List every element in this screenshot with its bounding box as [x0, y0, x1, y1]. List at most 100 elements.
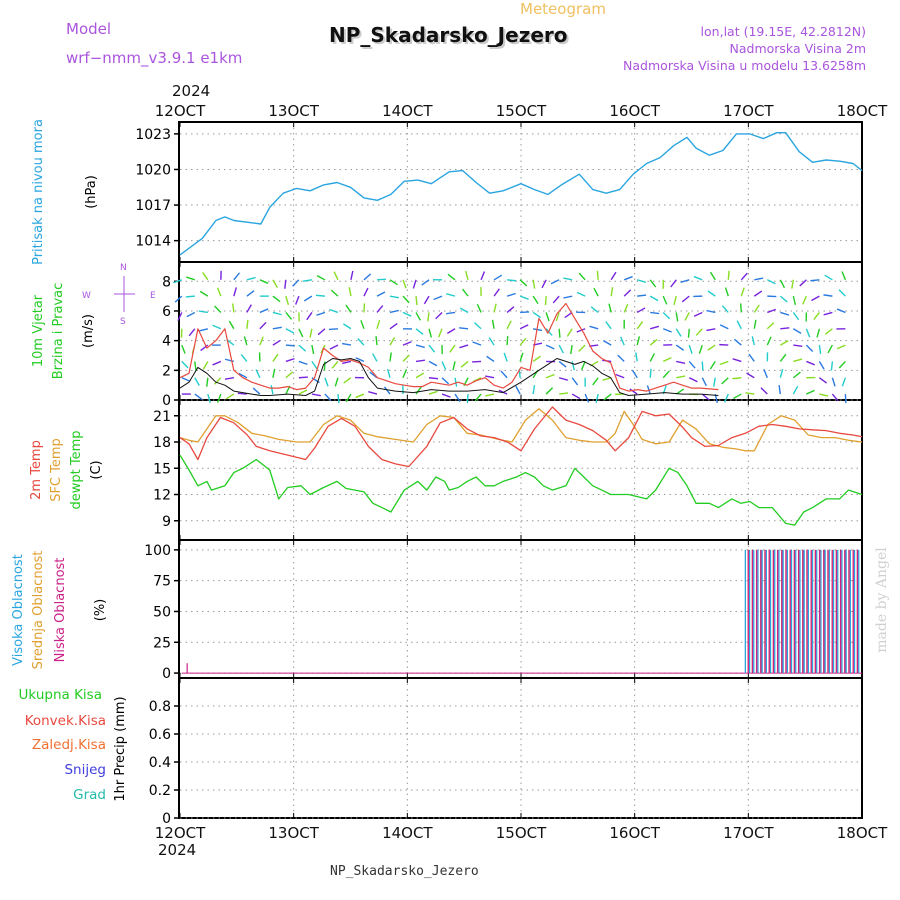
- wind-arrow: [433, 295, 443, 301]
- wind-arrow: [415, 312, 421, 321]
- wind-arrow: [721, 305, 729, 313]
- wind-arrow: [246, 319, 249, 329]
- wind-arrow: [806, 389, 815, 395]
- wind-arrow: [355, 357, 365, 363]
- wind-arrow: [636, 307, 646, 314]
- y-tick-label: 12: [153, 488, 171, 504]
- wind-arrow: [441, 361, 447, 370]
- wind-arrow: [836, 344, 846, 350]
- wind-arrow: [602, 377, 612, 381]
- dewpt-ylabel: dewpt Temp: [69, 430, 84, 509]
- wind-arrow: [617, 354, 625, 362]
- wind-arrow: [345, 393, 352, 403]
- y-tick-label: 50: [153, 604, 171, 620]
- wind-arrow: [324, 377, 329, 387]
- wind-arrow: [415, 386, 422, 395]
- compass-west: W: [82, 291, 91, 301]
- wind-arrow: [298, 344, 307, 352]
- wind-arrow: [745, 392, 755, 395]
- wind-arrow: [441, 377, 450, 385]
- wind-arrow: [532, 355, 541, 362]
- wind-arrow: [751, 336, 755, 346]
- wind-arrow: [636, 321, 644, 330]
- wind-arrow: [181, 344, 186, 354]
- wind-arrow: [631, 369, 638, 379]
- wind-arrow: [779, 353, 787, 362]
- wind-arrow: [739, 303, 743, 313]
- wind-arrow: [472, 341, 482, 346]
- wind-arrow: [272, 353, 279, 362]
- wind-arrow: [357, 338, 365, 346]
- wind-arrow: [706, 309, 716, 314]
- wind-arrow: [345, 304, 352, 313]
- wind-arrow: [272, 339, 281, 346]
- wind-arrow: [707, 290, 716, 297]
- y-tick-label: 1017: [135, 198, 171, 214]
- wind-arrow: [687, 328, 690, 338]
- wind-arrow: [649, 295, 659, 302]
- y-tick-label: 1014: [135, 234, 171, 250]
- wind-arrow: [816, 328, 821, 338]
- wind-arrow: [402, 279, 407, 289]
- wind-arrow: [693, 275, 703, 281]
- wind-arrow: [415, 359, 426, 363]
- cloud-low-ylabel: Niska Oblacnost: [53, 558, 68, 663]
- precip-ylabel: 1hr Precip (mm): [113, 696, 128, 801]
- wind-arrow: [571, 361, 576, 371]
- y-tick-label: 0.2: [149, 783, 171, 799]
- wind-arrow: [343, 377, 352, 384]
- wind-arrow: [675, 328, 682, 337]
- wind-arrow: [285, 295, 290, 305]
- wind-arrow: [446, 311, 456, 315]
- wind-arrow: [188, 328, 196, 337]
- compass-south: S: [120, 317, 126, 327]
- wind-arrow: [576, 328, 586, 333]
- wind-arrow: [194, 377, 200, 386]
- wind-arrow: [532, 295, 539, 305]
- wind-arrow: [315, 294, 325, 297]
- x-tick-label-bottom: 15OCT: [496, 824, 547, 842]
- wind-arrow: [212, 324, 222, 330]
- wind-arrow: [428, 328, 433, 338]
- x-tick-label-bottom: 12OCT: [155, 824, 206, 842]
- wind-arrow: [721, 377, 729, 385]
- wind-arrow: [316, 274, 326, 281]
- wind-arrow: [186, 276, 196, 281]
- wind-arrow: [610, 287, 614, 297]
- wind-arrow: [389, 322, 398, 330]
- wind-arrow: [493, 303, 497, 313]
- wind-arrow: [207, 393, 211, 403]
- wind-arrow: [793, 358, 803, 363]
- wind-arrow: [635, 352, 638, 362]
- wind-arrow: [389, 352, 392, 362]
- wind-arrow: [698, 344, 703, 354]
- wind-arrow: [240, 353, 248, 362]
- wind-arrow: [476, 303, 482, 313]
- wind-arrow: [830, 361, 834, 371]
- wind-arrow: [649, 368, 652, 378]
- wind-arrow: [596, 270, 599, 280]
- wind-arrow: [237, 392, 247, 395]
- wind-arrow: [649, 353, 656, 362]
- wind-arrow: [778, 385, 782, 395]
- wind-arrow: [389, 309, 399, 314]
- wind-arrow: [719, 324, 729, 330]
- wind-arrow: [449, 344, 456, 353]
- pressure-ylabel: Pritisak na nivou mora: [31, 119, 46, 265]
- y-tick-label: 100: [144, 543, 171, 559]
- wind-arrow: [637, 294, 647, 297]
- wind-arrow: [650, 311, 660, 315]
- wind-arrow: [200, 344, 209, 352]
- wind-arrow: [701, 361, 704, 371]
- wind-arrow: [198, 310, 208, 314]
- wind-arrow: [285, 344, 295, 347]
- wind-arrow: [214, 305, 222, 313]
- wind-arrow: [317, 328, 326, 336]
- wind-arrow: [259, 279, 269, 284]
- y-tick-label: 0: [162, 811, 171, 827]
- y-tick-label: 6: [162, 304, 171, 320]
- wind-arrow: [285, 328, 295, 334]
- pressure-line: [179, 131, 863, 256]
- wind-arrow: [435, 311, 443, 320]
- wind-arrow: [375, 336, 378, 346]
